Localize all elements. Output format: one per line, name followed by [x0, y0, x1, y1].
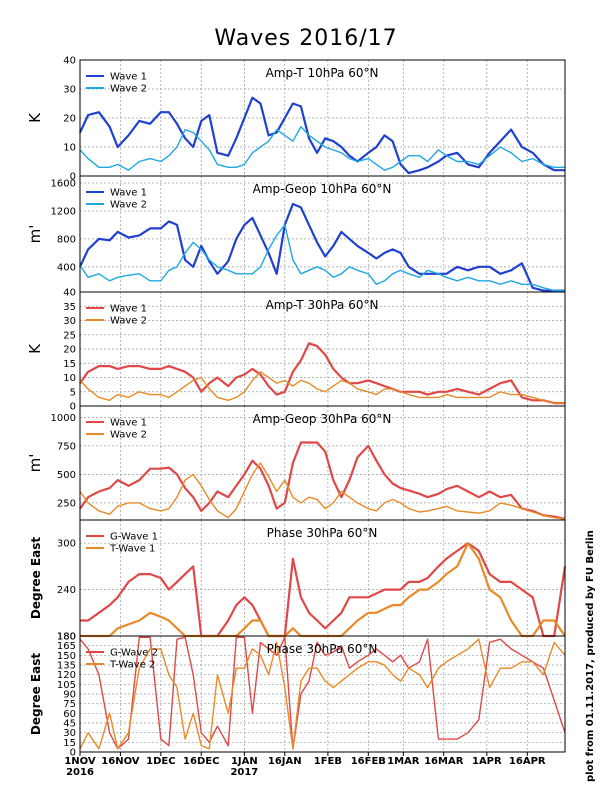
- x-tick-label: 16FEB: [351, 756, 386, 767]
- legend-entry: G-Wave 2: [110, 648, 158, 659]
- series-line: [79, 202, 565, 292]
- y-tick-label: 105: [57, 680, 76, 691]
- x-tick-label: 16MAR: [424, 756, 464, 767]
- y-tick-label: 20: [63, 114, 76, 125]
- y-tick-label: 800: [57, 234, 76, 245]
- y-tick-label: 75: [63, 699, 76, 710]
- legend-entry: Wave 2: [110, 200, 147, 211]
- series-line: [79, 96, 565, 175]
- legend-entry: Wave 1: [110, 304, 147, 315]
- legend-entry: Wave 1: [110, 418, 147, 429]
- y-tick-label: 165: [57, 641, 76, 652]
- y-tick-label: 30: [63, 85, 76, 96]
- y-tick-label: 0: [70, 172, 76, 183]
- panel-title: Amp-T 10hPa 60°N: [266, 66, 379, 80]
- y-tick-label: 30: [63, 316, 76, 327]
- panel-title: Amp-T 30hPa 60°N: [266, 298, 379, 312]
- series-line: [79, 224, 565, 292]
- y-tick-label: 10: [63, 143, 76, 154]
- panel-title: Phase 30hPa 60°N: [267, 526, 378, 540]
- y-tick-label: 90: [63, 690, 76, 701]
- y-tick-label: 45: [63, 719, 76, 730]
- y-tick-label: 10: [63, 373, 76, 384]
- y-tick-label: 60: [63, 709, 76, 720]
- y-tick-label: 180: [57, 632, 76, 643]
- x-tick-label: 1APR: [472, 756, 502, 767]
- y-tick-label: 180: [57, 632, 76, 643]
- y-tick-label: 15: [63, 738, 76, 749]
- y-axis-label: Degree East: [29, 537, 43, 620]
- y-tick-label: 500: [57, 470, 76, 481]
- y-tick-label: 40: [63, 288, 76, 299]
- x-tick-label: 16NOV: [101, 756, 140, 767]
- x-tick-year-label: 2016: [66, 767, 94, 778]
- series-line: [79, 441, 566, 520]
- panel-title: Phase 30hPa 60°N: [267, 642, 378, 656]
- y-axis-label: Degree East: [29, 653, 43, 736]
- y-tick-label: 30: [63, 728, 76, 739]
- y-tick-label: 1600: [51, 178, 76, 189]
- series-line: [79, 371, 565, 404]
- series-line: [79, 638, 566, 750]
- y-tick-label: 250: [57, 498, 76, 509]
- legend-entry: Wave 2: [110, 84, 147, 95]
- y-tick-label: 150: [57, 651, 76, 662]
- y-tick-label: 135: [57, 661, 76, 672]
- y-tick-label: 0: [70, 402, 76, 413]
- credit-text: plot from 01.11.2017, produced by FU Ber…: [585, 530, 596, 782]
- series-line: [79, 342, 565, 405]
- y-tick-label: 35: [63, 302, 76, 313]
- series-line: [79, 636, 566, 750]
- x-tick-label: 16APR: [509, 756, 546, 767]
- y-tick-label: 0: [70, 748, 76, 759]
- y-tick-label: 400: [57, 262, 76, 273]
- y-tick-label: 15: [63, 359, 76, 370]
- legend-entry: G-Wave 1: [110, 532, 158, 543]
- y-axis-label: K: [26, 112, 44, 123]
- y-axis-label: K: [26, 343, 44, 354]
- panel-title: Amp-Geop 30hPa 60°N: [253, 412, 392, 426]
- y-tick-label: 1000: [51, 413, 76, 424]
- panel-title: Amp-Geop 10hPa 60°N: [253, 182, 392, 196]
- y-tick-label: 750: [57, 441, 76, 452]
- y-axis-label: m': [26, 225, 44, 244]
- legend-entry: Wave 2: [110, 316, 147, 327]
- legend-entry: Wave 1: [110, 188, 147, 199]
- y-tick-label: 25: [63, 330, 76, 341]
- y-tick-label: 240: [57, 585, 76, 596]
- x-tick-label: 16JAN: [268, 756, 302, 767]
- legend-entry: T-Wave 1: [109, 544, 155, 555]
- y-tick-label: 120: [57, 670, 76, 681]
- page-title: Waves 2016/17: [214, 26, 398, 51]
- y-axis-label: m': [26, 454, 44, 473]
- y-tick-label: 300: [57, 539, 76, 550]
- x-tick-label: 16DEC: [183, 756, 219, 767]
- x-tick-label: 1JAN: [231, 756, 258, 767]
- series-line: [79, 462, 566, 520]
- x-tick-label: 1FEB: [314, 756, 342, 767]
- y-tick-label: 1200: [51, 206, 76, 217]
- y-tick-label: 40: [63, 56, 76, 67]
- legend-entry: Wave 1: [110, 72, 147, 83]
- x-tick-label: 1NOV: [64, 756, 96, 767]
- legend-entry: T-Wave 2: [109, 660, 155, 671]
- x-tick-year-label: 2017: [230, 767, 258, 778]
- x-tick-label: 1DEC: [146, 756, 175, 767]
- series-line: [79, 125, 565, 171]
- y-tick-label: 20: [63, 345, 76, 356]
- y-tick-label: 5: [70, 387, 76, 398]
- legend-entry: Wave 2: [110, 430, 147, 441]
- x-tick-label: 1MAR: [387, 756, 420, 767]
